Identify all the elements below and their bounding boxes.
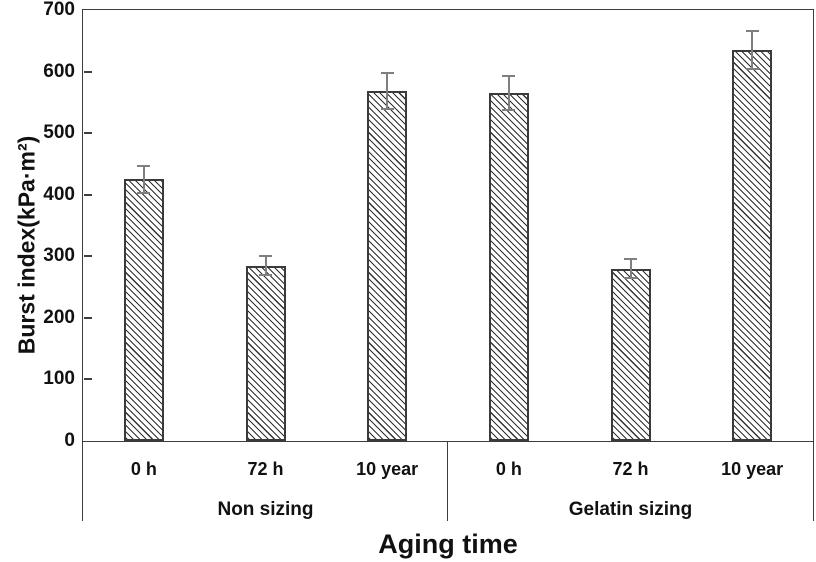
bar-gelatin-sizing-10-year xyxy=(732,50,773,441)
y-tick-label-200: 200 xyxy=(43,306,75,328)
x-axis-title: Aging time xyxy=(378,529,518,559)
y-tick-mark-500 xyxy=(83,132,92,135)
y-tick-label-0: 0 xyxy=(64,430,75,451)
error-bar-gelatin-sizing-10-year xyxy=(751,30,754,70)
error-bar-cap-bottom-non-sizing-10-year xyxy=(380,108,394,111)
x-axis-group-box xyxy=(82,442,814,521)
plot-area xyxy=(82,9,814,442)
bar-gelatin-sizing-72-h xyxy=(610,268,651,441)
bar-non-sizing-72-h xyxy=(245,265,286,441)
error-bar-cap-top-non-sizing-0-h xyxy=(137,164,151,167)
group-label-gelatin-sizing: Gelatin sizing xyxy=(568,499,693,520)
error-bar-cap-top-gelatin-sizing-72-h xyxy=(624,257,637,260)
error-bar-cap-top-non-sizing-10-year xyxy=(380,72,394,75)
error-bar-cap-bottom-gelatin-sizing-0-h xyxy=(502,109,516,112)
category-label-non-sizing-10-year: 10 year xyxy=(356,459,419,479)
error-bar-cap-bottom-non-sizing-72-h xyxy=(259,274,272,277)
y-tick-mark-200 xyxy=(83,316,92,319)
error-bar-cap-top-gelatin-sizing-0-h xyxy=(502,74,516,77)
y-tick-label-700: 700 xyxy=(43,0,75,20)
group-label-non-sizing: Non sizing xyxy=(217,499,314,520)
category-label-gelatin-sizing-72-h: 72 h xyxy=(612,459,649,479)
error-bar-non-sizing-72-h xyxy=(264,255,267,276)
category-label-non-sizing-72-h: 72 h xyxy=(247,459,284,479)
error-bar-cap-bottom-gelatin-sizing-72-h xyxy=(624,277,637,280)
error-bar-cap-bottom-non-sizing-0-h xyxy=(137,191,151,194)
error-bar-non-sizing-0-h xyxy=(142,165,145,193)
error-bar-cap-top-gelatin-sizing-10-year xyxy=(745,29,759,32)
y-tick-mark-100 xyxy=(83,378,92,381)
y-tick-label-600: 600 xyxy=(43,60,75,82)
error-bar-gelatin-sizing-72-h xyxy=(629,258,632,279)
error-bar-cap-bottom-gelatin-sizing-10-year xyxy=(745,68,759,71)
y-tick-mark-400 xyxy=(83,193,92,196)
error-bar-cap-top-non-sizing-72-h xyxy=(259,254,272,257)
error-bar-non-sizing-10-year xyxy=(386,73,389,110)
group-divider-line xyxy=(446,442,448,521)
error-bar-gelatin-sizing-0-h xyxy=(507,75,510,111)
y-tick-label-400: 400 xyxy=(43,183,75,205)
y-tick-mark-300 xyxy=(83,255,92,258)
category-label-non-sizing-0-h: 0 h xyxy=(130,459,157,479)
bar-non-sizing-10-year xyxy=(367,91,408,441)
category-label-gelatin-sizing-10-year: 10 year xyxy=(721,459,784,479)
y-tick-label-500: 500 xyxy=(43,122,75,144)
y-tick-mark-600 xyxy=(83,70,92,73)
y-tick-label-300: 300 xyxy=(43,245,75,267)
bar-non-sizing-0-h xyxy=(123,179,164,441)
y-tick-label-100: 100 xyxy=(43,368,75,390)
bar-gelatin-sizing-0-h xyxy=(488,93,529,441)
category-label-gelatin-sizing-0-h: 0 h xyxy=(495,459,522,479)
